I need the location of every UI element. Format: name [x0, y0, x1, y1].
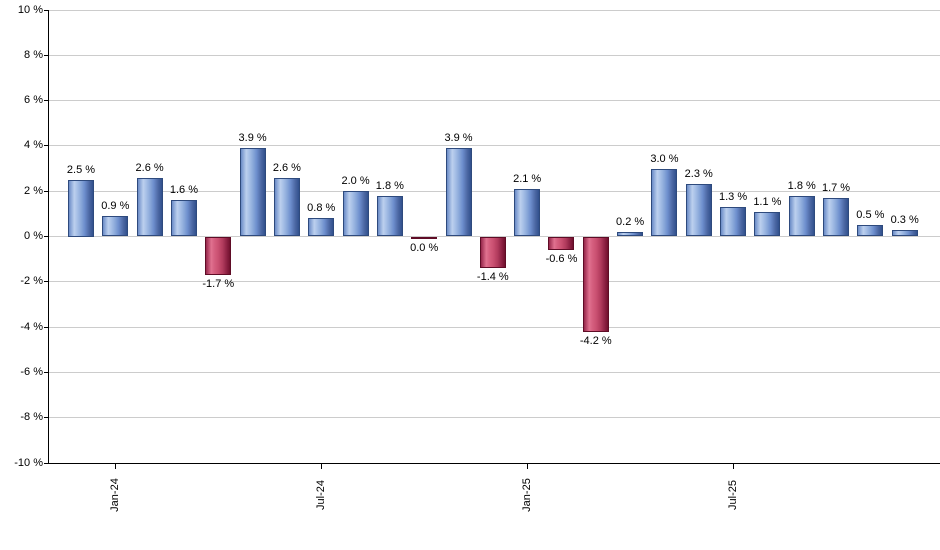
x-tick-label-jan-25: Jan-25: [521, 478, 534, 512]
bar-apr-25: [617, 231, 644, 237]
y-tick-label--6: -6 %: [20, 365, 43, 378]
y-tick-label--2: -2 %: [20, 275, 43, 288]
bar-value-label-apr-24: -1.7 %: [202, 278, 235, 290]
bar-may-24: [239, 148, 266, 237]
bar-value-label-jul-24: 0.8 %: [307, 202, 336, 215]
bar-value-label-aug-25: 1.1 %: [753, 195, 782, 208]
bar-value-label-dec-23: 2.5 %: [66, 163, 96, 176]
y-tick-4: [44, 145, 48, 147]
x-tick-label-jan-24: Jan-24: [109, 478, 122, 512]
bar-value-label-apr-25: 0.2 %: [616, 215, 645, 228]
bar-value-label-feb-25: -0.6 %: [545, 253, 578, 266]
x-tick-label-jul-24: Jul-24: [315, 480, 328, 510]
y-tick-label--4: -4 %: [20, 320, 43, 333]
bar-oct-25: [823, 197, 850, 237]
bar-jun-25: [685, 184, 712, 237]
y-tick--10: [44, 462, 48, 464]
bar-value-label-may-24: 3.9 %: [238, 132, 267, 145]
bar-value-label-dec-24: -1.4 %: [476, 271, 509, 284]
y-tick-label-6: 6 %: [24, 94, 43, 107]
gridline--4: [48, 326, 940, 328]
y-tick-10: [44, 9, 48, 11]
bar-mar-24: [170, 200, 197, 237]
bar-feb-25: [548, 236, 575, 251]
bar-dec-24: [479, 236, 506, 269]
bar-value-label-mar-24: 1.6 %: [169, 184, 199, 197]
bar-value-label-nov-24: 3.9 %: [444, 132, 473, 145]
x-tick-jul-24: [320, 464, 322, 469]
gridline--2: [48, 281, 940, 283]
bar-value-label-feb-24: 2.6 %: [135, 161, 164, 174]
gridline-4: [48, 145, 940, 147]
y-axis-line: [48, 10, 49, 464]
y-tick-label--8: -8 %: [20, 411, 43, 424]
bar-jan-25: [514, 188, 541, 237]
bar-aug-24: [342, 191, 369, 237]
y-tick-label-0: 0 %: [24, 230, 43, 242]
x-tick-jul-25: [732, 464, 734, 469]
bar-jun-24: [273, 177, 300, 237]
y-tick-label-4: 4 %: [24, 139, 43, 152]
y-tick--4: [44, 326, 48, 328]
bar-value-label-oct-25: 1.7 %: [821, 181, 851, 194]
y-tick--2: [44, 281, 48, 283]
bar-value-label-oct-24: 0.0 %: [410, 241, 439, 254]
y-tick-6: [44, 100, 48, 102]
bar-value-label-sep-24: 1.8 %: [375, 179, 404, 192]
bar-value-label-sep-25: 1.8 %: [787, 179, 816, 192]
bar-value-label-nov-25: 0.5 %: [856, 209, 885, 222]
bar-nov-25: [857, 225, 884, 237]
y-tick-label-2: 2 %: [24, 184, 43, 197]
y-tick-8: [44, 54, 48, 56]
bar-jan-24: [102, 216, 129, 237]
bar-dec-25: [891, 229, 918, 237]
bar-value-label-jul-25: 1.3 %: [719, 191, 748, 204]
bar-may-25: [651, 168, 678, 237]
x-tick-jan-24: [114, 464, 116, 469]
gridline--8: [48, 417, 940, 419]
bar-value-label-jun-25: 2.3 %: [684, 168, 713, 181]
y-tick-label--10: -10 %: [14, 456, 43, 469]
gridline-8: [48, 54, 940, 56]
bar-apr-24: [205, 236, 232, 275]
bar-mar-25: [582, 236, 609, 332]
bar-value-label-mar-25: -4.2 %: [579, 334, 612, 347]
bar-value-label-dec-25: 0.3 %: [890, 213, 919, 226]
x-tick-jan-25: [526, 464, 528, 469]
bar-value-label-jan-24: 0.9 %: [101, 200, 130, 213]
y-tick-2: [44, 190, 48, 192]
bar-sep-24: [376, 195, 403, 237]
bar-feb-24: [136, 177, 163, 237]
bar-aug-25: [754, 211, 781, 237]
bar-jul-25: [720, 207, 747, 237]
gridline--6: [48, 371, 940, 373]
bar-dec-23: [68, 179, 94, 237]
bar-value-label-may-25: 3.0 %: [650, 152, 679, 165]
bar-value-label-jan-25: 2.1 %: [513, 172, 542, 185]
y-tick-0: [44, 236, 48, 237]
y-tick--6: [44, 371, 48, 373]
bar-value-label-jun-24: 2.6 %: [272, 161, 301, 174]
gridline-10: [48, 9, 940, 11]
bar-nov-24: [445, 148, 472, 237]
bar-value-label-aug-24: 2.0 %: [341, 175, 370, 188]
bar-jul-24: [308, 218, 335, 237]
y-tick-label-8: 8 %: [24, 48, 43, 61]
y-tick--8: [44, 417, 48, 419]
y-tick-label-10: 10 %: [17, 3, 43, 16]
gridline-6: [48, 100, 940, 102]
x-axis-line: [48, 463, 940, 464]
bar-oct-24: [411, 236, 438, 239]
bar-sep-25: [788, 195, 815, 237]
x-tick-label-jul-25: Jul-25: [727, 480, 740, 510]
gridline-2: [48, 190, 940, 192]
